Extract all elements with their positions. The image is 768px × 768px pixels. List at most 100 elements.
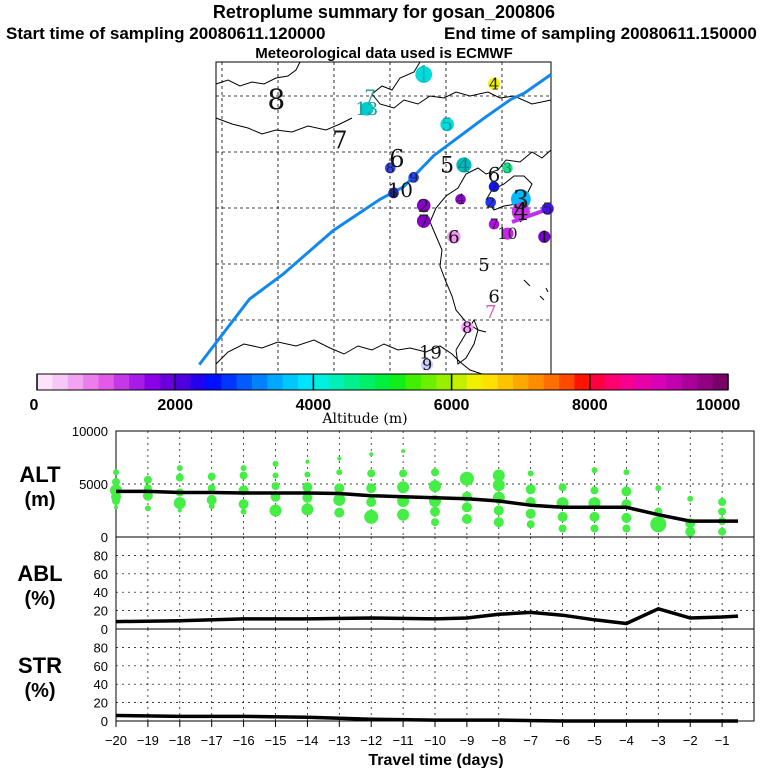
colorbar-swatch	[359, 374, 376, 390]
panel-title: ALT	[19, 462, 61, 487]
colorbar-swatch	[236, 374, 253, 390]
altitude-point	[334, 507, 345, 518]
map-label: 8	[386, 161, 395, 177]
altitude-point	[240, 508, 247, 515]
colorbar-swatch	[451, 374, 468, 390]
altitude-point	[590, 486, 599, 495]
altitude-point	[238, 499, 249, 510]
map-marker	[359, 102, 374, 116]
altitude-point	[718, 507, 727, 516]
altitude-colorbar: 0 2000 4000 6000 8000 10000 Altitude (m)	[30, 373, 740, 427]
altitude-point	[589, 511, 600, 522]
x-tick-label: −6	[555, 733, 570, 748]
altitude-point	[655, 485, 662, 492]
altitude-point	[685, 526, 696, 537]
colorbar-axis-label: Altitude (m)	[321, 411, 407, 427]
colorbar-swatch	[528, 374, 545, 390]
altitude-point	[271, 482, 280, 491]
map-label: 9	[422, 355, 432, 374]
y-tick-label: 40	[94, 677, 108, 692]
y-tick-label: 60	[94, 567, 108, 582]
colorbar-swatch	[113, 374, 130, 390]
altitude-point	[302, 482, 313, 493]
colorbar-swatch	[405, 374, 422, 390]
x-tick-label: −5	[587, 733, 602, 748]
altitude-point	[459, 471, 474, 486]
map-label: 6	[389, 186, 398, 202]
map-marker	[487, 77, 501, 90]
altitude-point	[272, 472, 279, 479]
colorbar-swatch	[52, 374, 69, 390]
altitude-point	[175, 473, 184, 482]
colorbar-swatch	[205, 374, 222, 390]
altitude-point	[622, 524, 631, 533]
altitude-point	[527, 470, 534, 477]
map-marker	[485, 197, 497, 208]
map-label: 7	[332, 126, 347, 154]
altitude-point	[144, 505, 151, 512]
panel-title: ABL	[17, 561, 62, 586]
panel-unit: (%)	[24, 588, 55, 610]
altitude-point	[492, 479, 505, 492]
altitude-point	[208, 503, 215, 510]
altitude-point	[493, 505, 504, 516]
map-label: 1	[539, 227, 549, 246]
y-tick-label: 10000	[72, 424, 108, 439]
colorbar-swatch	[420, 374, 437, 390]
altitude-point	[112, 477, 120, 486]
colorbar-tick-label: 2000	[157, 397, 193, 414]
colorbar-swatch	[98, 374, 115, 390]
coastline	[429, 149, 552, 333]
colorbar-swatch	[436, 374, 453, 390]
map-label: 6	[389, 145, 404, 173]
coastline	[215, 339, 483, 375]
map-label: 6	[488, 286, 499, 307]
y-tick-label: 80	[94, 640, 108, 655]
colorbar-swatch	[559, 374, 576, 390]
altitude-point	[367, 469, 376, 478]
colorbar-swatch	[282, 374, 299, 390]
x-tick-label: −18	[169, 733, 191, 748]
map-marker	[488, 218, 500, 230]
x-tick-label: −9	[459, 733, 474, 748]
altitude-point	[621, 486, 632, 497]
map-label: 2	[486, 195, 495, 211]
x-tick-label: −17	[201, 733, 223, 748]
series-line	[115, 607, 739, 626]
trajectory-line	[198, 73, 552, 366]
colorbar-swatch	[513, 374, 529, 390]
colorbar-swatch	[697, 374, 714, 390]
altitude-point	[558, 524, 567, 533]
map-label: 4	[456, 192, 465, 208]
series-line	[115, 713, 738, 723]
colorbar-swatch	[298, 374, 314, 390]
map-label: 2	[490, 180, 499, 196]
map-marker	[388, 187, 399, 199]
altitude-point	[558, 483, 567, 492]
altitude-point	[621, 512, 632, 523]
colorbar-swatch	[589, 374, 606, 390]
colorbar-swatch	[328, 374, 345, 390]
colorbar-tick-label: 8000	[572, 397, 608, 414]
map-label: 4	[458, 153, 471, 177]
map-marker	[416, 198, 431, 213]
map-marker	[455, 193, 466, 205]
map-label: 8	[267, 83, 285, 116]
colorbar-swatch	[466, 374, 483, 390]
colorbar-swatch	[666, 374, 683, 390]
altitude-point	[429, 480, 441, 493]
x-tick-label: −13	[328, 733, 350, 748]
map-grid	[216, 62, 551, 374]
map-marker	[488, 181, 500, 193]
coastline	[455, 318, 479, 365]
map-markers	[359, 66, 554, 371]
map-label: 7	[364, 87, 375, 108]
colorbar-swatch	[374, 374, 391, 390]
altitude-point	[461, 514, 472, 524]
colorbar-swatch	[83, 374, 100, 390]
colorbar-swatch	[651, 374, 668, 390]
x-tick-label: −15	[264, 733, 286, 748]
colorbar-swatch	[681, 374, 698, 390]
